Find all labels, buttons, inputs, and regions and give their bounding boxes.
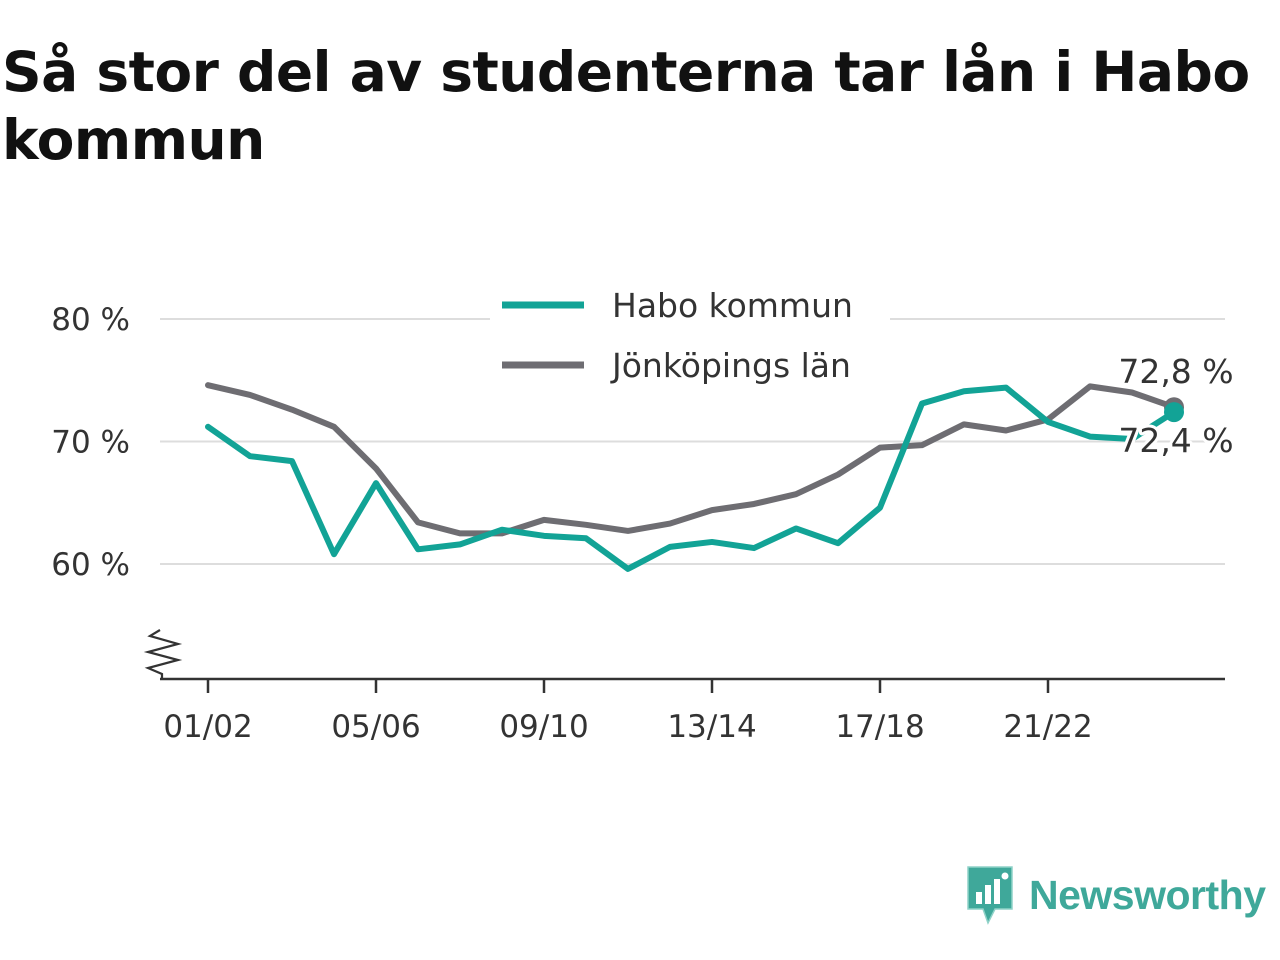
y-tick-label: 70 % <box>51 425 130 461</box>
legend-label: Habo kommun <box>612 286 853 325</box>
x-axis-ticks: 01/02 05/06 09/10 13/14 17/18 21/22 <box>163 679 1093 745</box>
series-line-habo <box>205 384 1177 572</box>
series-lines <box>205 382 1184 572</box>
series-line-jonkoping <box>205 382 1177 537</box>
chart-title: Så stor del av studenterna tar lån i Hab… <box>2 40 1250 172</box>
end-value-label: 72,8 % <box>1118 352 1233 391</box>
brand-name: Newsworthy <box>1029 871 1266 918</box>
x-tick-label: 05/06 <box>331 709 420 745</box>
x-tick-label: 17/18 <box>835 709 924 745</box>
series-end-marker <box>1164 402 1184 423</box>
end-labels: 72,4 % 72,8 % <box>1115 349 1236 463</box>
y-axis-break <box>143 629 183 679</box>
x-tick-label: 13/14 <box>667 709 756 745</box>
y-axis: 60 % 70 % 80 % <box>51 302 130 583</box>
end-value-label: 72,4 % <box>1118 421 1233 460</box>
x-tick-label: 09/10 <box>499 709 588 745</box>
x-axis <box>143 629 1225 681</box>
brand: Newsworthy <box>965 865 1266 925</box>
x-tick-label: 01/02 <box>163 709 252 745</box>
y-tick-label: 80 % <box>51 302 130 338</box>
newsworthy-logo-icon <box>967 866 1013 925</box>
legend-label: Jönköpings län <box>610 346 851 385</box>
y-tick-label: 60 % <box>51 547 130 583</box>
x-tick-label: 21/22 <box>1003 709 1092 745</box>
legend: Habo kommun Jönköpings län <box>490 275 890 391</box>
